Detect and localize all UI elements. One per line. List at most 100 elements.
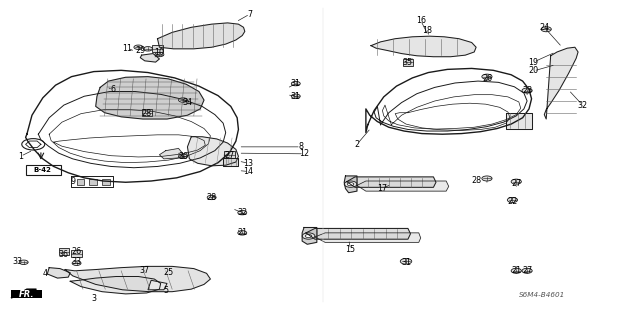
Text: 24: 24 xyxy=(540,23,549,32)
Circle shape xyxy=(291,94,300,99)
Polygon shape xyxy=(47,268,70,278)
Text: 3: 3 xyxy=(92,293,96,302)
Polygon shape xyxy=(148,280,167,290)
Bar xyxy=(141,109,152,116)
Text: 17: 17 xyxy=(378,184,387,193)
Circle shape xyxy=(72,261,81,265)
Circle shape xyxy=(19,260,28,264)
Text: 30: 30 xyxy=(178,152,188,161)
Polygon shape xyxy=(188,137,239,166)
Bar xyxy=(77,179,84,185)
Polygon shape xyxy=(302,227,317,244)
Polygon shape xyxy=(11,289,36,298)
Text: 23: 23 xyxy=(522,86,532,95)
Text: 27: 27 xyxy=(225,151,235,160)
Text: B-42: B-42 xyxy=(34,167,52,173)
Polygon shape xyxy=(344,176,357,193)
Text: 1: 1 xyxy=(18,152,23,161)
Circle shape xyxy=(207,195,216,200)
Text: 33: 33 xyxy=(72,257,81,266)
Text: 33: 33 xyxy=(12,257,22,266)
Polygon shape xyxy=(140,54,159,62)
Bar xyxy=(152,45,163,52)
Text: 5: 5 xyxy=(163,286,168,295)
Circle shape xyxy=(238,211,246,215)
Text: 26: 26 xyxy=(72,247,82,256)
Text: 36: 36 xyxy=(59,250,69,259)
Circle shape xyxy=(134,45,143,49)
Circle shape xyxy=(238,231,246,235)
Circle shape xyxy=(305,234,312,238)
Text: 26: 26 xyxy=(482,74,492,83)
Text: S6M4-B4601: S6M4-B4601 xyxy=(518,292,565,298)
Circle shape xyxy=(482,74,492,79)
Polygon shape xyxy=(506,113,532,129)
Text: 13: 13 xyxy=(244,159,253,168)
Circle shape xyxy=(522,88,532,93)
Circle shape xyxy=(482,176,492,181)
Circle shape xyxy=(508,197,518,203)
Circle shape xyxy=(511,268,522,273)
Text: 10: 10 xyxy=(154,48,164,57)
Text: 32: 32 xyxy=(237,208,247,217)
Text: 25: 25 xyxy=(163,268,173,277)
Circle shape xyxy=(155,52,164,57)
Polygon shape xyxy=(159,148,183,159)
Circle shape xyxy=(179,98,188,102)
Circle shape xyxy=(511,179,522,184)
Text: 22: 22 xyxy=(508,197,518,206)
Text: 2: 2 xyxy=(355,140,360,149)
Bar xyxy=(102,179,109,185)
Circle shape xyxy=(541,27,551,32)
Circle shape xyxy=(400,258,412,264)
Circle shape xyxy=(179,154,188,159)
Polygon shape xyxy=(306,228,410,239)
Polygon shape xyxy=(223,158,239,166)
Text: 18: 18 xyxy=(422,26,432,35)
Text: 34: 34 xyxy=(182,98,193,107)
Text: 28: 28 xyxy=(141,109,152,118)
Text: 21: 21 xyxy=(511,266,522,275)
Text: 11: 11 xyxy=(122,44,132,53)
Bar xyxy=(90,179,97,185)
Text: 4: 4 xyxy=(42,269,47,278)
Text: 29: 29 xyxy=(135,46,145,55)
Text: 32: 32 xyxy=(577,100,588,110)
Polygon shape xyxy=(371,36,476,57)
Bar xyxy=(225,151,235,158)
Bar xyxy=(11,290,42,298)
Bar xyxy=(403,59,413,66)
Circle shape xyxy=(291,81,300,86)
Text: 27: 27 xyxy=(511,179,522,188)
Text: 35: 35 xyxy=(403,58,413,67)
Polygon shape xyxy=(347,177,436,187)
Polygon shape xyxy=(357,181,449,191)
Text: 28: 28 xyxy=(207,193,217,202)
Text: 9: 9 xyxy=(70,177,76,186)
Circle shape xyxy=(344,181,357,187)
Text: 15: 15 xyxy=(346,245,356,254)
Bar xyxy=(26,165,61,175)
Text: 8: 8 xyxy=(298,142,303,151)
Text: 31: 31 xyxy=(291,79,301,88)
Text: 7: 7 xyxy=(247,10,252,19)
Text: 27: 27 xyxy=(522,266,532,275)
Text: 14: 14 xyxy=(244,167,253,176)
Bar xyxy=(72,250,82,257)
Circle shape xyxy=(22,139,45,150)
Circle shape xyxy=(522,268,532,273)
Polygon shape xyxy=(96,77,204,119)
Circle shape xyxy=(143,47,152,51)
Bar xyxy=(59,249,69,255)
Text: 21: 21 xyxy=(237,228,247,237)
Polygon shape xyxy=(65,266,211,292)
Text: 37: 37 xyxy=(140,266,150,275)
Polygon shape xyxy=(544,47,578,119)
Text: 19: 19 xyxy=(529,58,538,67)
Text: 28: 28 xyxy=(471,175,481,185)
Circle shape xyxy=(348,182,354,186)
Polygon shape xyxy=(70,277,161,294)
Polygon shape xyxy=(157,23,245,49)
Text: 31: 31 xyxy=(401,258,411,267)
Circle shape xyxy=(302,233,315,239)
